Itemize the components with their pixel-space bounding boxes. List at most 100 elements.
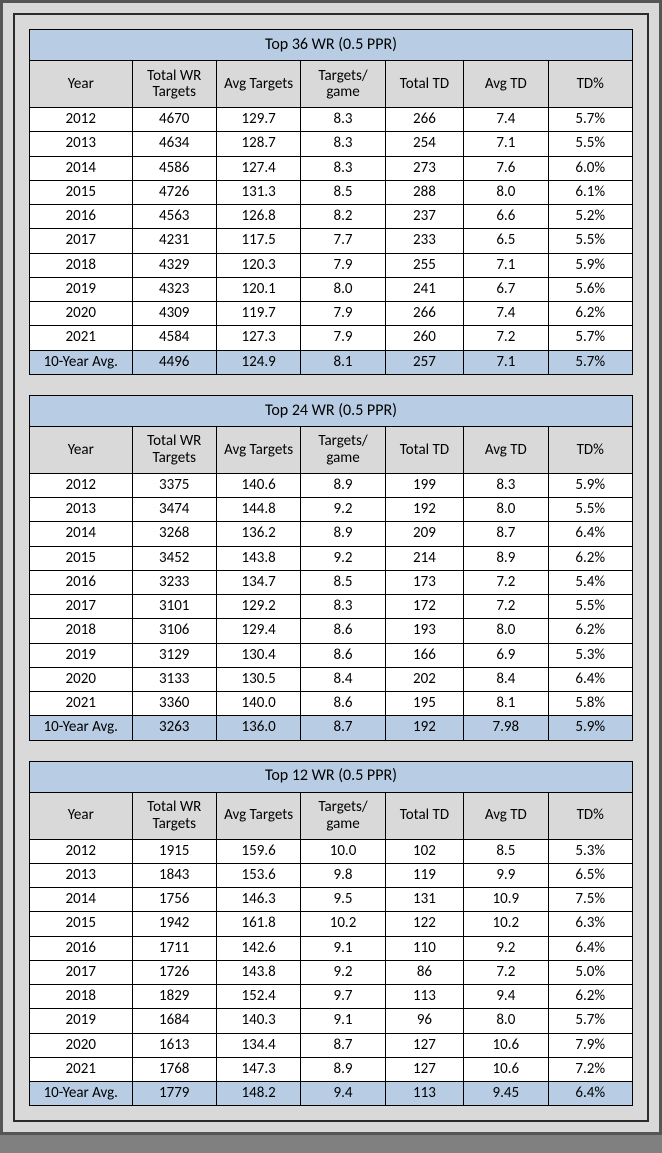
- cell: 136.2: [216, 522, 300, 546]
- cell: 5.8%: [548, 692, 632, 716]
- cell: 255: [385, 253, 463, 277]
- table-row: 20121915159.610.01028.55.3%: [30, 839, 633, 863]
- cell: 131: [385, 888, 463, 912]
- cell: 2015: [30, 546, 133, 570]
- cell: 1768: [132, 1057, 216, 1081]
- cell: 8.3: [301, 108, 385, 132]
- cell: 152.4: [216, 985, 300, 1009]
- cell: 6.0%: [548, 156, 632, 180]
- cell: 119: [385, 863, 463, 887]
- cell: 8.4: [301, 667, 385, 691]
- cell: 8.7: [301, 716, 385, 740]
- cell: 10-Year Avg.: [30, 1082, 133, 1106]
- cell: 7.9: [301, 302, 385, 326]
- cell: 233: [385, 229, 463, 253]
- cell: 134.4: [216, 1033, 300, 1057]
- col-avgtd: Avg TD: [464, 792, 548, 839]
- cell: 7.7: [301, 229, 385, 253]
- cell: 193: [385, 619, 463, 643]
- cell: 159.6: [216, 839, 300, 863]
- cell: 7.2: [464, 326, 548, 350]
- cell: 4634: [132, 132, 216, 156]
- cell: 192: [385, 716, 463, 740]
- cell: 10-Year Avg.: [30, 716, 133, 740]
- cell: 7.2: [464, 595, 548, 619]
- cell: 6.5: [464, 229, 548, 253]
- table-row: 20141756146.39.513110.97.5%: [30, 888, 633, 912]
- cell: 8.3: [301, 132, 385, 156]
- cell: 128.7: [216, 132, 300, 156]
- cell: 119.7: [216, 302, 300, 326]
- cell: 140.0: [216, 692, 300, 716]
- data-table: Top 12 WR (0.5 PPR) Year Total WR Target…: [29, 761, 633, 1107]
- cell: 3263: [132, 716, 216, 740]
- cell: 257: [385, 350, 463, 374]
- table-row: 20151942161.810.212210.26.3%: [30, 912, 633, 936]
- cell: 10.2: [464, 912, 548, 936]
- cell: 4584: [132, 326, 216, 350]
- cell: 146.3: [216, 888, 300, 912]
- cell: 4231: [132, 229, 216, 253]
- table-body-0: 20124670129.78.32667.45.7%20134634128.78…: [30, 108, 633, 351]
- cell: 2019: [30, 643, 133, 667]
- cell: 2018: [30, 253, 133, 277]
- col-avgtd: Avg TD: [464, 61, 548, 108]
- cell: 7.9: [301, 326, 385, 350]
- cell: 10-Year Avg.: [30, 350, 133, 374]
- cell: 9.1: [301, 1009, 385, 1033]
- cell: 110: [385, 936, 463, 960]
- table-row: 20153452143.89.22148.96.2%: [30, 546, 633, 570]
- data-table: Top 36 WR (0.5 PPR) Year Total WR Target…: [29, 29, 633, 375]
- cell: 1915: [132, 839, 216, 863]
- col-avg: Avg Targets: [216, 792, 300, 839]
- col-avg: Avg Targets: [216, 61, 300, 108]
- cell: 8.7: [301, 1033, 385, 1057]
- table-row: 20123375140.68.91998.35.9%: [30, 473, 633, 497]
- cell: 172: [385, 595, 463, 619]
- col-year: Year: [30, 61, 133, 108]
- cell: 2013: [30, 863, 133, 887]
- data-table: Top 24 WR (0.5 PPR) Year Total WR Target…: [29, 395, 633, 741]
- cell: 8.1: [301, 350, 385, 374]
- table-row: 20194323120.18.02416.75.6%: [30, 277, 633, 301]
- table-row: 20183106129.48.61938.06.2%: [30, 619, 633, 643]
- cell: 3474: [132, 498, 216, 522]
- cell: 148.2: [216, 1082, 300, 1106]
- inner-frame: Top 36 WR (0.5 PPR) Year Total WR Target…: [13, 13, 649, 1122]
- cell: 3452: [132, 546, 216, 570]
- cell: 10.6: [464, 1033, 548, 1057]
- cell: 2017: [30, 229, 133, 253]
- cell: 2012: [30, 473, 133, 497]
- cell: 6.7: [464, 277, 548, 301]
- cell: 96: [385, 1009, 463, 1033]
- cell: 9.2: [301, 960, 385, 984]
- cell: 4586: [132, 156, 216, 180]
- cell: 2020: [30, 667, 133, 691]
- cell: 2014: [30, 888, 133, 912]
- cell: 2018: [30, 619, 133, 643]
- table-row: 20131843153.69.81199.96.5%: [30, 863, 633, 887]
- cell: 5.7%: [548, 326, 632, 350]
- cell: 142.6: [216, 936, 300, 960]
- cell: 129.4: [216, 619, 300, 643]
- cell: 9.7: [301, 985, 385, 1009]
- table-row: 20144586127.48.32737.66.0%: [30, 156, 633, 180]
- cell: 273: [385, 156, 463, 180]
- table-title: Top 24 WR (0.5 PPR): [30, 395, 633, 426]
- cell: 8.0: [464, 619, 548, 643]
- table-row: 20161711142.69.11109.26.4%: [30, 936, 633, 960]
- cell: 6.2%: [548, 619, 632, 643]
- table-row: 20203133130.58.42028.46.4%: [30, 667, 633, 691]
- cell: 288: [385, 180, 463, 204]
- cell: 8.3: [301, 156, 385, 180]
- cell: 127: [385, 1033, 463, 1057]
- cell: 143.8: [216, 546, 300, 570]
- cell: 260: [385, 326, 463, 350]
- cell: 237: [385, 205, 463, 229]
- cell: 4726: [132, 180, 216, 204]
- cell: 6.9: [464, 643, 548, 667]
- cell: 5.9%: [548, 473, 632, 497]
- cell: 1711: [132, 936, 216, 960]
- cell: 5.6%: [548, 277, 632, 301]
- cell: 5.7%: [548, 350, 632, 374]
